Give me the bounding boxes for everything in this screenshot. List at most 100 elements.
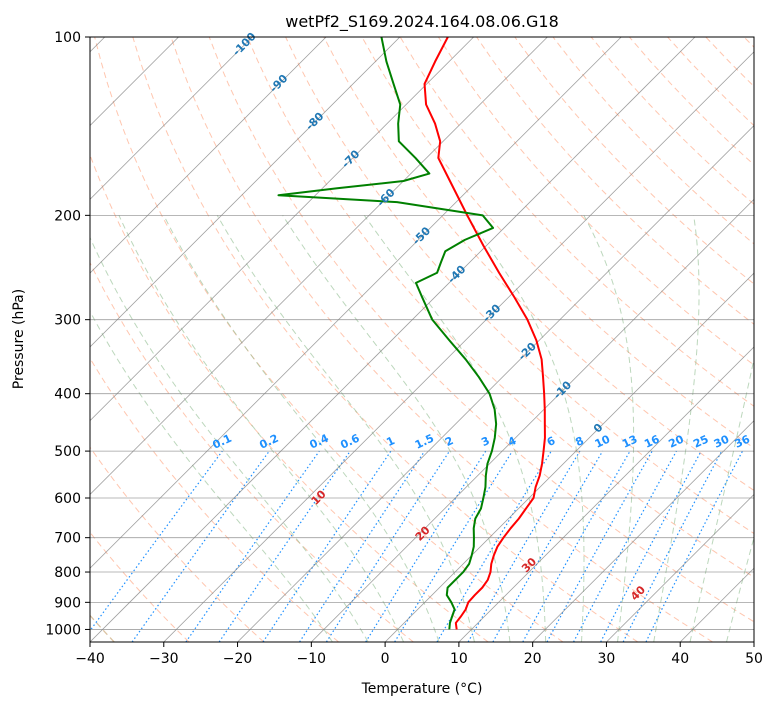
- mixing-ratio-line: [394, 450, 513, 642]
- moist-adiabat-line: [282, 215, 511, 642]
- mixing-ratio-label: 20: [667, 432, 687, 450]
- isotherm-label: -50: [410, 224, 433, 247]
- moist-adiabat-line: [726, 535, 754, 642]
- moist-adiabat-line: [363, 215, 547, 642]
- dry-adiabat-line: [552, 37, 754, 245]
- y-tick-label: 400: [54, 387, 81, 403]
- mixing-ratio-label: 2: [443, 434, 455, 449]
- mixing-ratio-label: 10: [593, 432, 613, 450]
- moist-adiabat-line: [90, 236, 369, 642]
- isotherm-line: [90, 37, 622, 569]
- moist-adiabat-line: [653, 215, 700, 642]
- mixing-ratio-label: 13: [620, 433, 639, 451]
- dry-adiabat-line: [514, 37, 754, 285]
- dry-adiabat-line: [667, 37, 754, 127]
- isotherm-line: [90, 37, 253, 200]
- plot-frame: [89, 36, 755, 643]
- dry-adiabat-line: [170, 37, 713, 642]
- y-tick-label: 700: [54, 531, 81, 547]
- mixing-ratio-line: [546, 450, 653, 642]
- y-tick-label: 800: [54, 565, 81, 581]
- y-tick-label: 200: [54, 208, 81, 224]
- dry-adiabat-line: [90, 153, 489, 642]
- isotherm-label: -20: [516, 340, 539, 363]
- mixing-ratio-line: [645, 450, 744, 642]
- x-tick-label: −20: [223, 651, 253, 667]
- isotherm-line: [753, 641, 754, 642]
- isotherm-line: [90, 37, 696, 642]
- mixing-ratio-line: [573, 450, 677, 642]
- moist-adiabat-line: [583, 215, 635, 642]
- moist-adiabat-line: [689, 356, 754, 642]
- isotherm-label: -10: [551, 378, 574, 401]
- mixing-ratio-line: [262, 450, 392, 642]
- x-axis-label: Temperature (°C): [361, 681, 483, 697]
- moist-adiabat-line: [163, 215, 440, 642]
- mixing-ratio-line: [522, 450, 631, 642]
- mixing-ratio-label: 25: [691, 433, 710, 451]
- mixing-ratio-line: [185, 450, 320, 642]
- isotherm-line: [532, 420, 754, 642]
- isotherm-label: -100: [230, 30, 259, 59]
- isotherm-line: [90, 37, 401, 348]
- mixing-ratio-line: [299, 450, 426, 642]
- dry-adiabat-label: 20: [413, 523, 433, 543]
- dry-adiabat-line: [94, 37, 564, 642]
- mixing-ratio-label: 0.2: [257, 432, 280, 452]
- dry-adiabat-line: [285, 37, 754, 535]
- y-tick-label: 600: [54, 491, 81, 507]
- isotherm-line: [237, 124, 754, 642]
- mixing-ratio-line: [600, 450, 702, 642]
- isotherm-line: [90, 37, 548, 496]
- dry-adiabat-line: [323, 37, 754, 492]
- isotherm-line: [458, 346, 754, 642]
- chart-title: wetPf2_S169.2024.164.08.06.G18: [285, 12, 559, 32]
- dry-adiabat-line: [743, 37, 754, 48]
- moist-adiabat-line: [90, 310, 333, 642]
- mixing-ratio-line: [365, 450, 487, 642]
- mixing-ratio-line: [131, 450, 270, 642]
- y-tick-label: 300: [54, 313, 81, 329]
- mixing-ratio-label: 0.6: [338, 431, 361, 451]
- moist-adiabat-line: [465, 215, 585, 642]
- isotherm-label: -30: [480, 301, 503, 324]
- mixing-ratio-label: 16: [642, 432, 662, 450]
- moist-adiabat-line: [118, 215, 405, 642]
- dry-adiabat-line: [90, 261, 414, 642]
- x-tick-label: 20: [524, 651, 542, 667]
- profile-lines: [277, 37, 546, 630]
- y-axis-label: Pressure (hPa): [11, 289, 27, 389]
- isotherm-line: [90, 37, 327, 274]
- y-tick-label: 500: [54, 444, 81, 460]
- y-axis-ticks: 100 200 300 400 500 600 700 800 900 1000: [45, 30, 90, 638]
- background-lines: [90, 37, 754, 642]
- isotherm-label: -60: [374, 186, 397, 209]
- dry-adiabat-line: [361, 37, 754, 449]
- isotherm-line: [311, 198, 754, 642]
- dry-adiabat-line: [132, 37, 639, 642]
- mixing-ratio-label: 0.1: [211, 432, 234, 452]
- x-tick-label: −40: [75, 651, 105, 667]
- x-tick-label: 50: [745, 651, 763, 667]
- dry-adiabat-line: [476, 37, 754, 325]
- dry-adiabat-line: [437, 37, 754, 366]
- inline-labels: -100-90-80-70-60-50-40-30-20-10010203040…: [211, 30, 753, 604]
- mixing-ratio-label: 36: [733, 432, 753, 450]
- dewpoint-line: [277, 37, 498, 630]
- isotherm-line: [384, 272, 754, 642]
- isotherm-label: -80: [303, 110, 326, 133]
- dry-adiabat-line: [246, 37, 754, 578]
- isotherm-label: -40: [445, 263, 468, 286]
- y-tick-label: 900: [54, 595, 81, 611]
- dry-adiabat-line: [590, 37, 754, 205]
- grid-lines: [90, 37, 754, 642]
- mixing-ratio-label: 6: [545, 434, 558, 449]
- mixing-ratio-line: [218, 450, 351, 642]
- x-tick-label: 30: [598, 651, 616, 667]
- dry-adiabat-line: [628, 37, 754, 166]
- dry-adiabat-line: [208, 37, 754, 623]
- mixing-ratio-label: 0.4: [308, 431, 331, 451]
- isotherm-line: [606, 493, 754, 642]
- mixing-ratio-label: 3: [479, 434, 491, 449]
